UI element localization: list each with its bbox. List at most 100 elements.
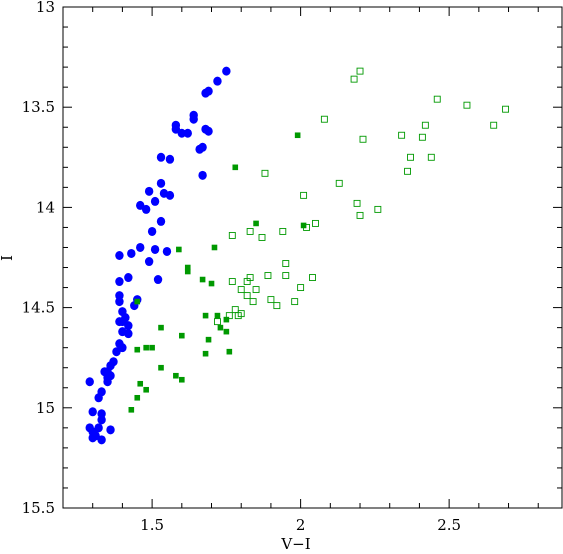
- data-point-filled-square: [134, 394, 141, 401]
- data-point-circle: [124, 273, 133, 283]
- data-point-open-square: [243, 292, 251, 300]
- data-point-filled-square: [217, 324, 224, 331]
- data-point-open-square: [228, 278, 236, 285]
- data-point-open-square: [463, 101, 471, 109]
- data-point-open-square: [252, 286, 260, 294]
- data-point-filled-square: [173, 372, 179, 379]
- data-point-open-square: [335, 179, 343, 187]
- plot-frame: [62, 6, 563, 509]
- series-filled-circle: [85, 66, 231, 445]
- data-point-filled-square: [223, 328, 230, 335]
- data-point-open-square: [427, 153, 435, 161]
- data-point-open-square: [261, 169, 269, 177]
- x-tick-label: 2.5: [437, 516, 461, 534]
- y-tick-label: 14: [36, 198, 55, 216]
- data-points: [85, 66, 510, 445]
- data-point-filled-square: [128, 407, 135, 413]
- data-point-filled-square: [134, 346, 141, 353]
- data-point-circle: [213, 76, 222, 86]
- data-point-filled-square: [149, 344, 155, 351]
- data-point-circle: [103, 377, 112, 387]
- data-point-filled-square: [184, 268, 191, 275]
- data-point-open-square: [359, 135, 367, 143]
- data-point-open-square: [258, 234, 266, 241]
- data-point-circle: [198, 142, 207, 152]
- data-point-filled-square: [205, 336, 212, 343]
- data-point-open-square: [407, 153, 414, 161]
- data-point-circle: [183, 128, 192, 138]
- data-point-filled-square: [158, 324, 164, 331]
- data-point-open-square: [249, 298, 257, 306]
- data-point-open-square: [297, 284, 305, 292]
- data-point-open-square: [291, 298, 299, 306]
- y-tick-label: 13: [36, 0, 55, 16]
- data-point-circle: [97, 415, 106, 425]
- series-open-square: [214, 67, 510, 326]
- data-point-circle: [204, 126, 213, 136]
- data-point-filled-square: [214, 312, 221, 319]
- data-point-open-square: [237, 286, 245, 294]
- data-point-filled-square: [202, 350, 209, 357]
- data-point-open-square: [398, 131, 406, 139]
- data-point-filled-square: [184, 264, 191, 271]
- data-point-open-square: [225, 312, 233, 320]
- data-point-filled-square: [211, 244, 218, 251]
- data-point-open-square: [374, 205, 382, 213]
- data-point-filled-square: [143, 344, 149, 351]
- data-point-open-square: [309, 274, 316, 281]
- data-point-open-square: [231, 306, 239, 314]
- data-point-open-square: [356, 67, 364, 75]
- y-tick-label: 13.5: [22, 98, 55, 116]
- data-point-filled-square: [143, 386, 149, 393]
- data-point-open-square: [404, 167, 411, 175]
- data-point-filled-square: [179, 376, 185, 383]
- axis-tick-labels: 1.5 2 2.5 13 13.5 14 14.5 15 15.5: [22, 0, 461, 534]
- x-tick-label: 1.5: [140, 516, 164, 534]
- data-point-open-square: [418, 133, 426, 141]
- data-point-circle: [136, 242, 145, 252]
- data-point-circle: [88, 433, 97, 443]
- data-point-circle: [112, 347, 121, 357]
- data-point-circle: [141, 204, 151, 214]
- data-point-circle: [156, 152, 166, 162]
- data-point-circle: [165, 154, 175, 164]
- data-point-open-square: [243, 278, 251, 285]
- data-point-open-square: [279, 227, 287, 235]
- data-point-circle: [150, 244, 160, 254]
- data-point-filled-square: [179, 332, 185, 339]
- data-point-circle: [147, 226, 157, 236]
- data-point-circle: [97, 435, 106, 445]
- data-point-filled-square: [232, 164, 239, 171]
- data-point-circle: [156, 178, 166, 188]
- data-point-open-square: [267, 296, 275, 304]
- y-axis-label: I: [0, 255, 16, 261]
- data-point-open-square: [300, 191, 308, 199]
- data-point-circle: [144, 186, 154, 196]
- data-point-circle: [115, 297, 124, 307]
- series-filled-square: [128, 132, 307, 413]
- data-point-open-square: [264, 272, 272, 279]
- axis-ticks: [63, 6, 562, 509]
- data-point-circle: [115, 317, 124, 327]
- data-point-circle: [115, 250, 124, 260]
- data-point-open-square: [312, 219, 319, 227]
- data-point-circle: [165, 190, 175, 200]
- data-point-circle: [153, 275, 163, 285]
- data-point-filled-square: [253, 220, 259, 227]
- data-point-open-square: [350, 75, 358, 83]
- data-point-open-square: [303, 223, 311, 231]
- data-point-open-square: [234, 312, 242, 320]
- data-point-circle: [115, 277, 124, 287]
- data-point-open-square: [421, 121, 429, 129]
- data-point-circle: [94, 393, 103, 403]
- data-point-circle: [162, 246, 172, 256]
- data-point-circle: [88, 407, 97, 417]
- data-point-circle: [201, 88, 210, 98]
- data-point-open-square: [246, 227, 254, 235]
- data-point-circle: [156, 216, 166, 226]
- data-point-filled-square: [226, 348, 233, 355]
- data-point-circle: [127, 248, 136, 258]
- data-point-filled-square: [158, 364, 164, 371]
- data-point-open-square: [433, 95, 441, 103]
- data-point-circle: [189, 114, 198, 124]
